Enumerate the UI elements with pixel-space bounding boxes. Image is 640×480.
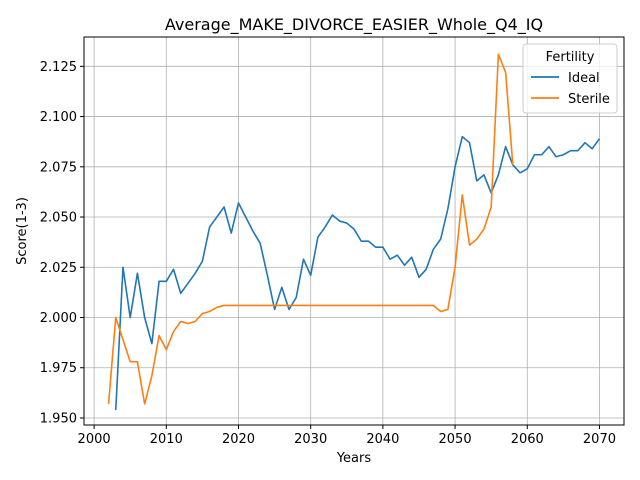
x-tick-label: 2000 bbox=[78, 432, 111, 447]
x-tick-label: 2040 bbox=[366, 432, 399, 447]
y-tick-label: 2.000 bbox=[40, 311, 77, 326]
y-axis: 1.950 1.975 2.000 2.025 2.050 2.075 2.100 2.125 bbox=[40, 60, 84, 426]
y-axis-title: Score(1-3) bbox=[15, 197, 30, 265]
legend-box bbox=[522, 43, 618, 114]
x-axis-title: Years bbox=[336, 451, 372, 466]
plot-area bbox=[107, 53, 601, 410]
y-tick-label: 2.025 bbox=[40, 261, 77, 276]
x-tick-label: 2010 bbox=[150, 432, 183, 447]
y-tick-label: 2.125 bbox=[40, 60, 77, 75]
y-tick-label: 2.050 bbox=[40, 211, 77, 226]
y-tick-label: 1.950 bbox=[40, 411, 77, 426]
y-tick-label: 2.100 bbox=[40, 110, 77, 125]
legend-label-ideal: Ideal bbox=[568, 71, 600, 86]
plot-frame bbox=[83, 36, 625, 426]
x-tick-label: 2020 bbox=[222, 432, 255, 447]
series-line-ideal bbox=[114, 135, 601, 410]
chart-title: Average_MAKE_DIVORCE_EASIER_Whole_Q4_IQ bbox=[165, 15, 543, 35]
legend-title: Fertility bbox=[546, 50, 595, 65]
x-tick-label: 2050 bbox=[439, 432, 472, 447]
y-tick-label: 2.075 bbox=[40, 160, 77, 175]
x-tick-label: 2030 bbox=[294, 432, 327, 447]
x-axis: 2000 2010 2020 2030 2040 2050 2060 2070 bbox=[78, 425, 616, 447]
x-tick-label: 2070 bbox=[583, 432, 616, 447]
legend: Fertility Ideal Sterile bbox=[522, 43, 618, 114]
legend-label-sterile: Sterile bbox=[568, 92, 610, 107]
x-tick-label: 2060 bbox=[511, 432, 544, 447]
series-line-sterile bbox=[107, 53, 514, 405]
y-tick-label: 1.975 bbox=[40, 361, 77, 376]
